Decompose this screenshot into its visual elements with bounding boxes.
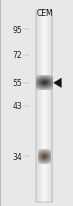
Text: CEM: CEM bbox=[37, 9, 54, 18]
Polygon shape bbox=[54, 79, 61, 88]
Text: 34: 34 bbox=[12, 152, 22, 161]
Text: 43: 43 bbox=[12, 102, 22, 111]
Bar bbox=[36, 11, 52, 202]
Text: 72: 72 bbox=[12, 51, 22, 60]
Text: 95: 95 bbox=[12, 25, 22, 34]
Text: 55: 55 bbox=[12, 79, 22, 88]
